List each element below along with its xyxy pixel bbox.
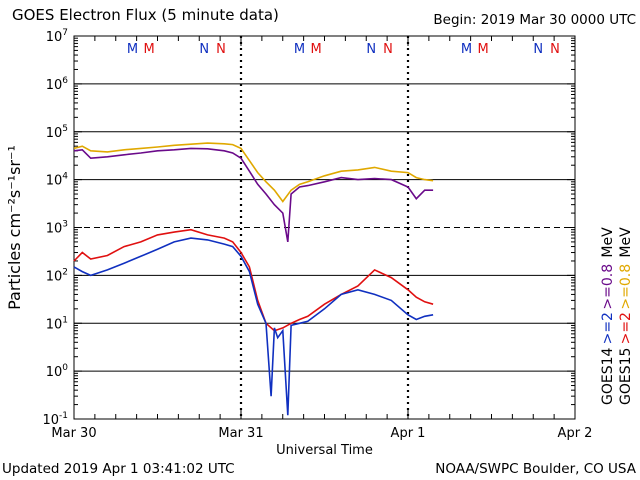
event-marker: M (461, 42, 472, 57)
begin-time: Begin: 2019 Mar 30 0000 UTC (433, 12, 636, 28)
legend-label: >=2 (600, 312, 616, 344)
credit-label: NOAA/SWPC Boulder, CO USA (435, 461, 636, 477)
y-tick-label: 105 (46, 124, 68, 141)
event-marker: N (383, 42, 393, 57)
series-line (73, 142, 434, 203)
y-tick-label: 103 (46, 220, 68, 237)
event-marker: M (144, 42, 155, 57)
y-tick-label: 104 (46, 172, 69, 189)
legend-label: >=0.8 (600, 264, 616, 310)
series-line (73, 147, 434, 243)
y-tick-label: 102 (46, 267, 68, 284)
event-marker: N (216, 42, 226, 57)
x-tick-label: Mar 30 (51, 426, 96, 441)
event-marker: M (127, 42, 138, 57)
event-marker: M (294, 42, 305, 57)
legend-label: GOES14 (600, 347, 616, 405)
event-marker: N (199, 42, 209, 57)
y-tick-label: 100 (46, 363, 69, 380)
legend-label: MeV (618, 227, 634, 258)
event-marker: N (550, 42, 560, 57)
legend-label: GOES15 (618, 348, 634, 405)
y-tick-label: 106 (46, 76, 69, 93)
event-marker: N (533, 42, 543, 57)
chart-title: GOES Electron Flux (5 minute data) (12, 6, 279, 24)
y-tick-label: 10-1 (42, 411, 68, 428)
x-tick-label: Apr 2 (558, 426, 593, 441)
updated-timestamp: Updated 2019 Apr 1 03:41:02 UTC (2, 461, 235, 477)
x-axis-label: Universal Time (276, 443, 373, 458)
legend-label: >=2 (618, 312, 634, 344)
x-tick-label: Mar 31 (218, 426, 263, 441)
y-axis-label: Particles cm⁻²s⁻¹sr⁻¹ (5, 145, 24, 310)
x-tick-label: Apr 1 (391, 426, 426, 441)
legend-label: >=0.8 (618, 264, 634, 310)
event-marker: M (478, 42, 489, 57)
series-line (73, 237, 434, 416)
y-tick-label: 101 (46, 315, 68, 332)
event-marker: N (366, 42, 376, 57)
legend-label: MeV (600, 227, 616, 258)
y-tick-label: 107 (46, 28, 68, 45)
event-marker: M (311, 42, 322, 57)
series-line (73, 228, 434, 332)
